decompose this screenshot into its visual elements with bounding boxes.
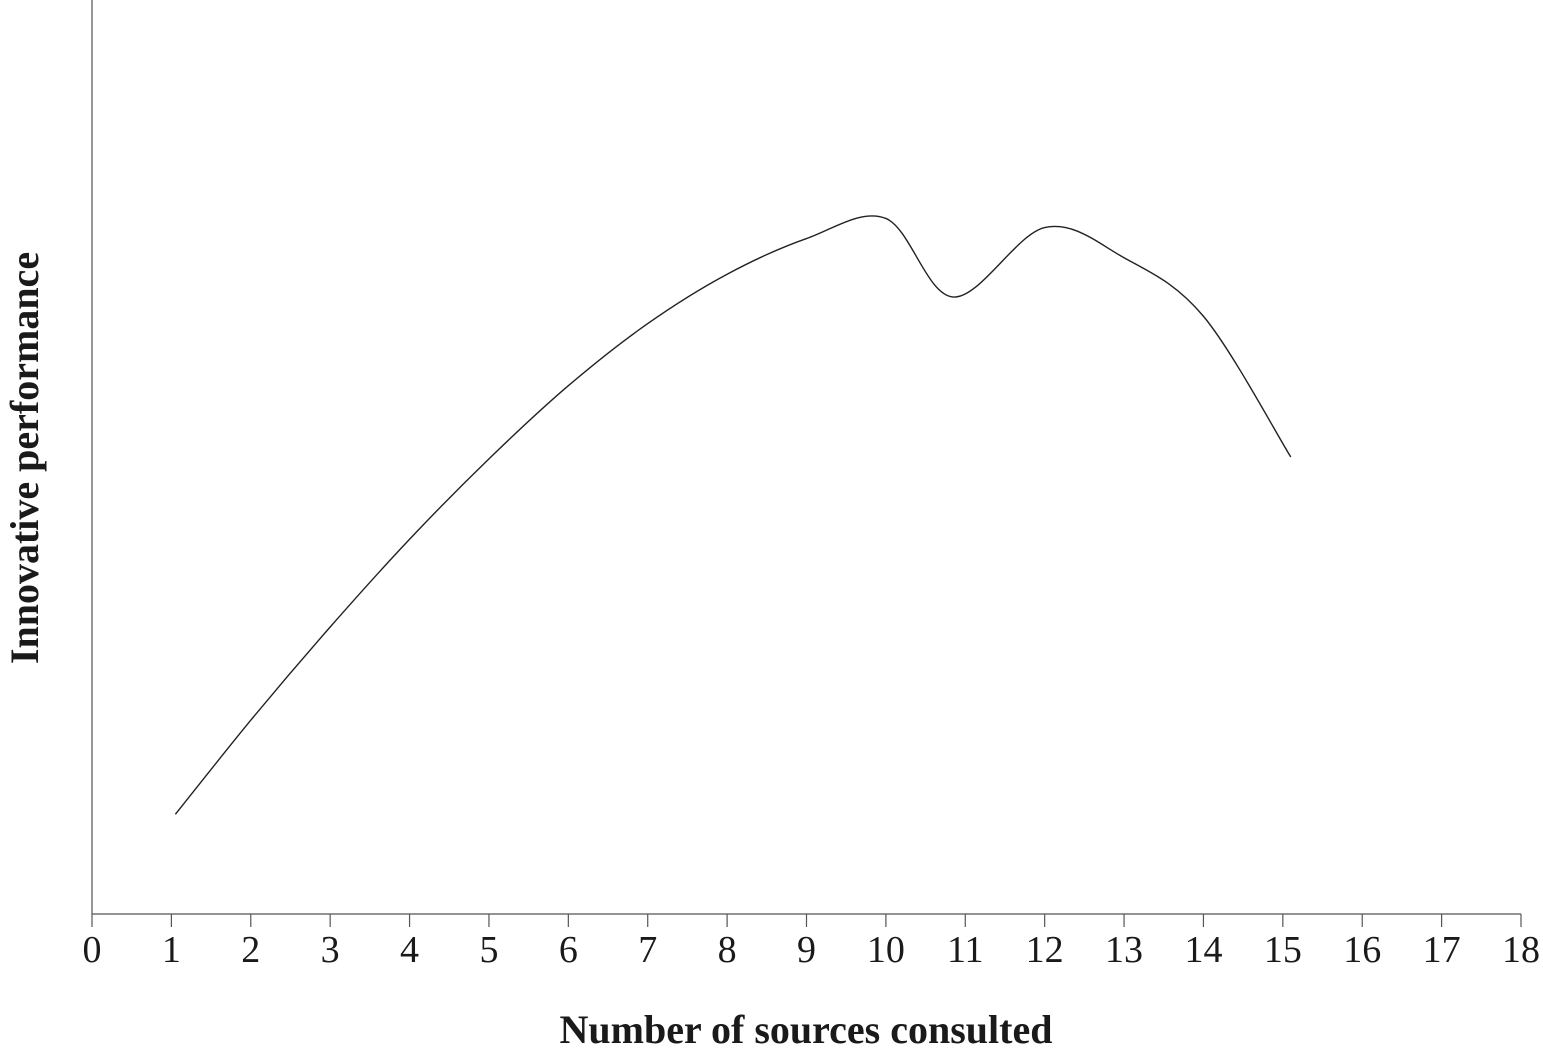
x-tick-label-4: 4 (400, 929, 419, 971)
x-tick-label-6: 6 (559, 929, 578, 971)
x-ticks: 0 1 2 3 4 5 6 7 8 9 10 11 12 13 14 15 16 17 18 (83, 914, 1540, 971)
x-tick-label-17: 17 (1423, 929, 1461, 971)
x-tick-label-15: 15 (1264, 929, 1302, 971)
series-line-0 (174, 215, 1292, 815)
x-tick-label-11: 11 (947, 929, 984, 971)
x-tick-label-16: 16 (1343, 929, 1381, 971)
x-tick-label-2: 2 (241, 929, 260, 971)
x-tick-label-1: 1 (162, 929, 181, 971)
x-tick-label-8: 8 (718, 929, 737, 971)
x-tick-label-0: 0 (83, 929, 102, 971)
x-tick-label-3: 3 (321, 929, 340, 971)
x-tick-label-5: 5 (479, 929, 498, 971)
x-tick-label-12: 12 (1026, 929, 1064, 971)
x-tick-label-7: 7 (638, 929, 657, 971)
x-tick-label-18: 18 (1502, 929, 1540, 971)
x-axis-title: Number of sources consulted (560, 1007, 1053, 1052)
y-axis-title: Innovative performance (2, 252, 47, 664)
x-tick-label-10: 10 (867, 929, 905, 971)
x-tick-label-14: 14 (1184, 929, 1222, 971)
x-tick-label-9: 9 (797, 929, 816, 971)
series-layer (174, 215, 1292, 815)
x-tick-label-13: 13 (1105, 929, 1143, 971)
axes (91, 0, 1521, 915)
